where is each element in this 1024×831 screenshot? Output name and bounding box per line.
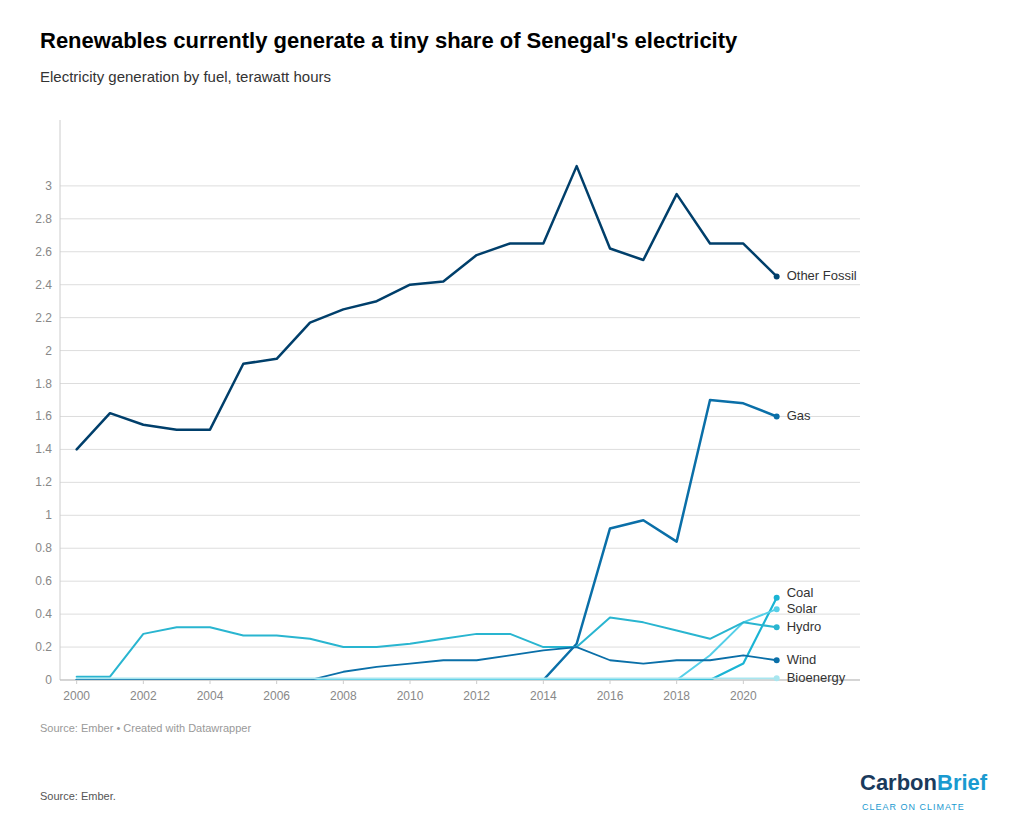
series-label: Other Fossil: [787, 268, 857, 283]
grid-line: [60, 647, 860, 648]
grid-line: [60, 251, 860, 252]
grid: [60, 186, 860, 680]
y-tick-label: 0: [45, 673, 52, 687]
x-tick: [543, 680, 544, 684]
x-tick-label: 2020: [730, 689, 757, 703]
grid-line: [60, 383, 860, 384]
series-line: [77, 677, 777, 679]
chart: Renewables currently generate a tiny sha…: [0, 0, 1024, 831]
lines: [77, 166, 777, 680]
x-tick: [76, 680, 77, 684]
series-end-dot: [774, 413, 780, 419]
logo-part: Brief: [937, 770, 988, 795]
series-end-dot: [774, 675, 780, 681]
y-tick-label: 0.2: [35, 640, 52, 654]
logo-tagline: CLEAR ON CLIMATE: [862, 802, 965, 812]
series-line: [77, 166, 777, 449]
grid-line: [60, 449, 860, 450]
y-tick-label: 2.4: [35, 278, 52, 292]
grid-line: [60, 416, 860, 417]
y-tick-label: 3: [45, 179, 52, 193]
series-end-dot: [774, 606, 780, 612]
grid-line: [60, 284, 860, 285]
x-tick-label: 2008: [330, 689, 357, 703]
x-tick-label: 2012: [463, 689, 490, 703]
x-tick-label: 2018: [663, 689, 690, 703]
y-tick-label: 0.6: [35, 574, 52, 588]
series-line: [77, 400, 777, 680]
x-tick: [610, 680, 611, 684]
source-note: Source: Ember.: [40, 790, 116, 802]
series-line: [77, 609, 777, 680]
x-tick: [143, 680, 144, 684]
grid-line: [60, 548, 860, 549]
series-line: [77, 647, 777, 680]
source-note: Source: Ember • Created with Datawrapper: [40, 722, 251, 734]
x-tick: [476, 680, 477, 684]
series-label: Gas: [787, 408, 811, 423]
y-tick-label: 1.2: [35, 475, 52, 489]
grid-line: [60, 350, 860, 351]
x-tick: [676, 680, 677, 684]
logo: CarbonBrief: [860, 770, 988, 795]
y-tick-label: 2.8: [35, 212, 52, 226]
series-end-dot: [774, 624, 780, 630]
logo-part: Carbon: [860, 770, 937, 795]
grid-line: [60, 581, 860, 582]
series-label: Bioenergy: [787, 670, 846, 685]
grid-line: [60, 614, 860, 615]
y-tick-label: 1.8: [35, 377, 52, 391]
x-tick-label: 2002: [130, 689, 157, 703]
grid-line: [60, 515, 860, 516]
background: [0, 0, 1024, 831]
series-label: Wind: [787, 652, 817, 667]
series-label: Coal: [787, 585, 814, 600]
x-tick-label: 2010: [397, 689, 424, 703]
x-tick: [743, 680, 744, 684]
series-end-dot: [774, 273, 780, 279]
series-end-dot: [774, 657, 780, 663]
subtitle: Electricity generation by fuel, terawatt…: [40, 68, 331, 85]
y-tick-label: 1.6: [35, 409, 52, 423]
y-tick-label: 1.4: [35, 442, 52, 456]
grid-line: [60, 185, 860, 186]
y-tick-label: 2: [45, 344, 52, 358]
series-end-dot: [774, 595, 780, 601]
x-tick: [410, 680, 411, 684]
y-tick-label: 1: [45, 508, 52, 522]
x-tick-label: 2006: [263, 689, 290, 703]
y-axis-line: [60, 120, 61, 680]
grid-line: [60, 317, 860, 318]
x-tick-label: 2016: [597, 689, 624, 703]
x-tick-label: 2014: [530, 689, 557, 703]
y-tick-label: 0.4: [35, 607, 52, 621]
y-tick-label: 2.2: [35, 311, 52, 325]
x-tick-label: 2000: [63, 689, 90, 703]
x-tick: [343, 680, 344, 684]
x-tick: [210, 680, 211, 684]
series-label: Hydro: [787, 619, 822, 634]
series-label: Solar: [787, 601, 818, 616]
grid-line: [60, 218, 860, 219]
x-tick: [276, 680, 277, 684]
title: Renewables currently generate a tiny sha…: [40, 28, 738, 53]
series-line: [77, 617, 777, 676]
x-tick-label: 2004: [197, 689, 224, 703]
series-line: [77, 598, 777, 680]
series-labels: Bioenergy Wind Hydro SolarCoal Gas Other Foss…: [774, 268, 857, 685]
y-tick-label: 0.8: [35, 541, 52, 555]
grid-line: [60, 482, 860, 483]
y-tick-label: 2.6: [35, 245, 52, 259]
